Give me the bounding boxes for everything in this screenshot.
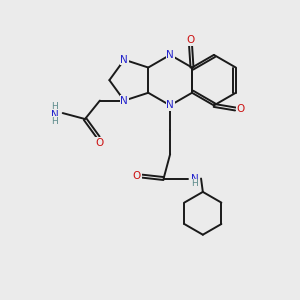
Text: N: N (166, 100, 174, 110)
Text: N: N (50, 110, 58, 120)
Text: O: O (186, 35, 195, 45)
Text: N: N (190, 173, 198, 184)
Text: O: O (96, 138, 104, 148)
Text: O: O (236, 104, 245, 114)
Text: N: N (120, 96, 128, 106)
Text: H: H (51, 117, 58, 126)
Text: N: N (166, 50, 174, 60)
Text: H: H (191, 179, 198, 188)
Text: N: N (120, 55, 128, 65)
Text: H: H (51, 102, 58, 111)
Text: O: O (133, 171, 141, 181)
